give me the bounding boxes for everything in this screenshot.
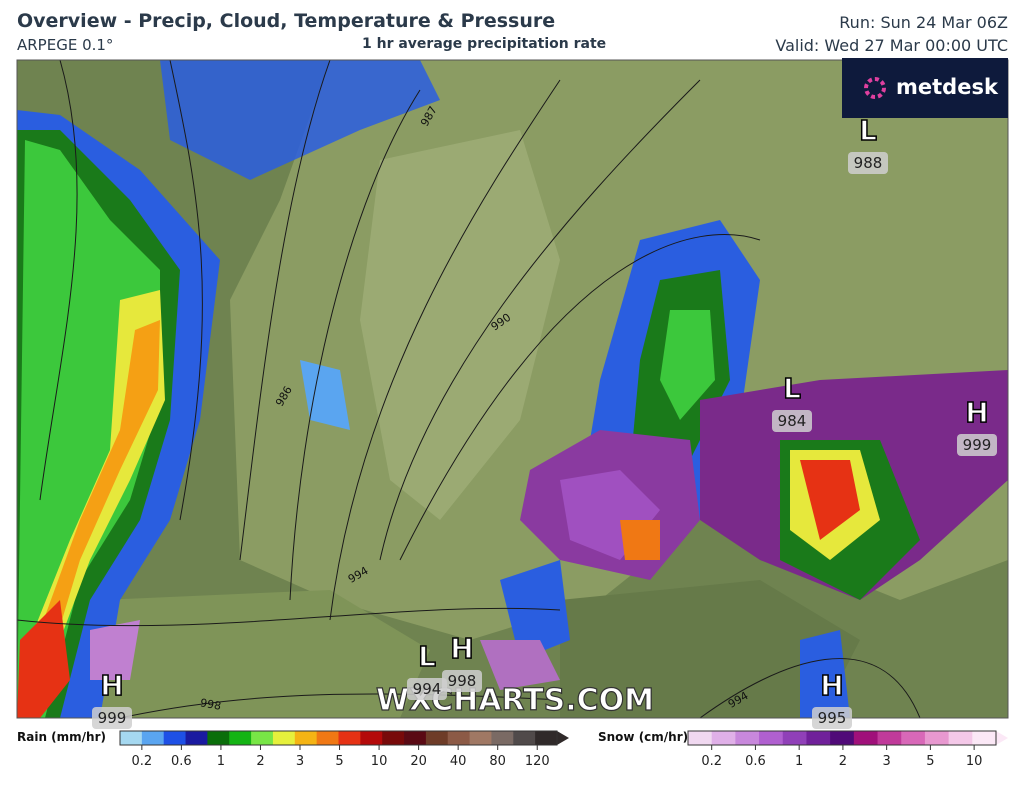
legend-tick-label: 1 [795,754,803,769]
legend-swatch [185,731,208,745]
legend-swatch [853,731,879,745]
legend-swatch [759,731,784,745]
pressure-value: 998 [448,672,477,690]
logo: metdesk [842,58,1008,118]
pressure-letter: H [965,396,988,429]
legend-swatch [806,731,831,745]
pressure-letter: L [783,372,801,405]
legend-tick-label: 1 [217,754,225,769]
legend-swatch [120,731,143,745]
isobar-label: 998 [199,696,222,712]
legend-arrow [996,731,1008,745]
pressure-letter: L [418,640,436,673]
legend-swatch [294,731,318,745]
legend-tick-label: 2 [839,754,847,769]
legend-swatch [163,731,187,745]
legend-tick-label: 10 [966,754,983,769]
pressure-value-bg [442,670,482,692]
pressure-value-bg [92,707,132,729]
legend-swatch [782,731,807,745]
legend-label: Snow (cm/hr) [598,730,688,744]
legend-swatch [207,731,230,745]
legend-tick-label: 20 [410,754,427,769]
legend-swatch [491,731,514,745]
legend-swatch [425,731,449,745]
legend-swatch [382,731,405,745]
legend-swatch [948,731,973,745]
legend-tick-label: 40 [450,754,467,769]
legend-tick-label: 5 [335,754,343,769]
pressure-value-bg [957,434,997,456]
legend-label: Rain (mm/hr) [17,730,106,744]
legend-swatch [535,731,558,745]
legend-frame [119,730,558,746]
pressure-letter: L [859,114,877,147]
logo-text: metdesk [896,75,999,99]
legend-swatch [316,731,339,745]
legend-swatch [229,731,252,745]
legend-swatch [735,731,760,745]
legend-swatch [513,731,536,745]
run: Run: Sun 24 Mar 06Z [839,13,1008,32]
pressure-value: 999 [963,436,992,454]
legend-arrow [557,731,569,745]
legend-swatch [711,731,736,745]
legend: Rain (mm/hr) 0.2 0.6 1 2 3 5 10 20 40 80 120 Snow (c… [17,730,1008,769]
legend-swatch [360,731,383,745]
legend-frame [687,730,997,746]
pressure-value-bg [407,678,447,700]
pressure-value-bg [772,410,812,432]
legend-swatch [877,731,902,745]
pressure-letter: H [100,669,123,702]
legend-tick-label: 0.6 [745,754,766,769]
pressure-value: 995 [818,709,847,727]
pressure-letter: H [450,632,473,665]
pressure-value: 988 [854,154,883,172]
legend-tick-label: 80 [489,754,506,769]
pressure-value: 999 [98,709,127,727]
legend-swatch [972,731,997,745]
title: Overview - Precip, Cloud, Temperature & … [17,10,556,32]
model: ARPEGE 0.1° [17,36,114,54]
legend-swatch [272,731,296,745]
legend-swatch [251,731,274,745]
legend-swatch [404,731,427,745]
legend-swatch [469,731,492,745]
valid: Valid: Wed 27 Mar 00:00 UTC [775,36,1008,55]
legend-tick-label: 0.6 [171,754,192,769]
legend-tick-label: 3 [296,754,304,769]
legend-tick-label: 3 [883,754,891,769]
legend-tick-label: 0.2 [701,754,722,769]
pressure-value-bg [848,152,888,174]
legend-tick-label: 10 [371,754,388,769]
legend-swatch [924,731,950,745]
map-frame [16,59,1009,719]
legend-tick-label: 0.2 [132,754,153,769]
pressure-value-bg [812,707,852,729]
legend-swatch [830,731,855,745]
legend-swatch [901,731,926,745]
legend-tick-label: 5 [926,754,934,769]
legend-swatch [447,731,471,745]
legend-tick-label: 2 [256,754,264,769]
legend-swatch [688,731,713,745]
pressure-value: 984 [778,412,807,430]
legend-tick-label: 120 [525,754,550,769]
legend-swatch [141,731,165,745]
product: 1 hr average precipitation rate [362,36,607,52]
pressure-letter: H [820,669,843,702]
legend-swatch [338,731,361,745]
pressure-value: 994 [413,680,442,698]
